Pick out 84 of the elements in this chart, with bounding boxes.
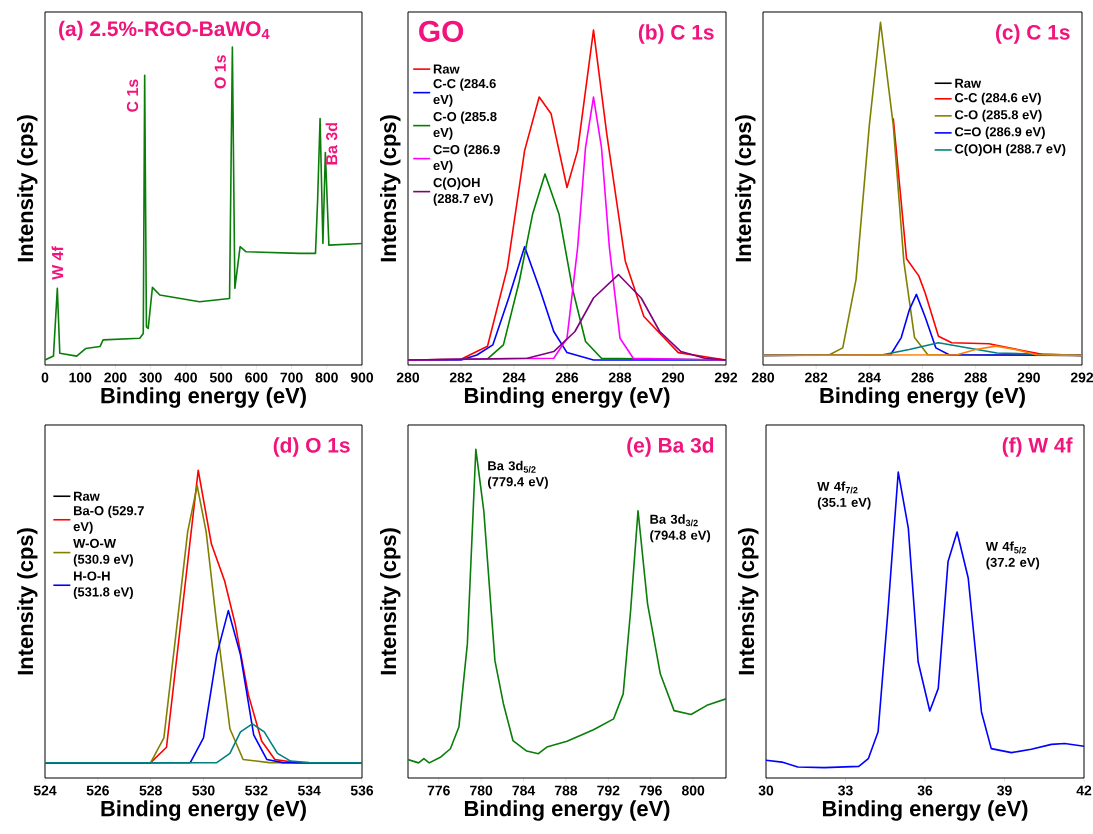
annotation: Ba 3d$_{3/2}$ (794.8 eV) (650, 514, 711, 543)
x-tick-label: 290 (1017, 372, 1040, 383)
x-tick-label: 600 (245, 372, 268, 383)
x-tick-label: 280 (751, 372, 775, 383)
chart-title: (b) C 1s (638, 24, 714, 44)
legend-label: C-C (284.6 eV) (954, 92, 1041, 105)
x-tick-label: 524 (33, 785, 57, 796)
annotation: Ba 3d$_{5/2}$ (779.4 eV) (488, 460, 548, 489)
y-axis-title: Intensity (cps) (380, 115, 401, 262)
x-tick-label: 292 (1070, 372, 1093, 383)
legend-label: W-O-W (530.9 eV) (73, 538, 133, 567)
x-axis-title: Binding energy (eV) (820, 387, 1025, 408)
x-tick-label: 780 (470, 785, 493, 796)
x-tick-label: 36 (917, 785, 933, 796)
x-tick-label: 288 (964, 372, 987, 383)
chart-title: (c) C 1s (995, 24, 1070, 44)
chart-title: (d) O 1s (273, 437, 350, 457)
x-tick-label: 42 (1076, 785, 1092, 796)
legend-label: C-O (285.8 eV) (954, 109, 1042, 122)
legend-label: C-C (284.6 eV) (433, 78, 496, 107)
x-tick-label: 800 (681, 785, 705, 796)
x-tick-label: 100 (69, 372, 92, 383)
x-tick-label: 286 (555, 372, 579, 383)
x-tick-label: 286 (911, 372, 934, 383)
x-tick-label: 800 (315, 372, 338, 383)
x-tick-label: 288 (608, 372, 632, 383)
x-tick-label: 300 (139, 372, 162, 383)
x-tick-label: 282 (449, 372, 473, 383)
y-axis-title: Intensity (cps) (17, 115, 38, 262)
x-axis-title: Binding energy (eV) (101, 387, 306, 408)
x-tick-label: 400 (174, 372, 197, 383)
annotation: Ba 3d (325, 123, 338, 165)
legend-label: Raw (74, 491, 100, 501)
y-axis-title: Intensity (cps) (380, 528, 401, 675)
chart-title: (e) Ba 3d (627, 437, 714, 457)
annotation: GO (419, 20, 464, 42)
x-tick-label: 526 (86, 785, 109, 796)
x-tick-label: 528 (139, 785, 162, 796)
chart-title: (a) 2.5%-RGO-BaWO$_{4}$ (59, 20, 270, 41)
legend-label: H-O-H (531.8 eV) (73, 571, 133, 600)
y-axis-title: Intensity (cps) (738, 528, 759, 675)
legend-label: Raw (955, 78, 982, 88)
y-axis-title: Intensity (cps) (735, 115, 756, 262)
x-tick-label: 284 (502, 372, 526, 383)
legend-label: Raw (433, 64, 460, 74)
x-tick-label: 500 (209, 372, 233, 383)
x-tick-label: 39 (997, 785, 1012, 796)
x-tick-label: 30 (758, 785, 774, 796)
legend-label: C=O (286.9 eV) (433, 144, 500, 173)
x-tick-label: 776 (427, 785, 450, 796)
legend-label: C(O)OH (288.7 eV) (954, 143, 1066, 156)
legend-label: C-O (285.8 eV) (433, 111, 497, 140)
y-axis-title: Intensity (cps) (17, 528, 38, 675)
x-axis-title: Binding energy (eV) (101, 800, 306, 821)
annotation: W 4f$_{5/2}$ (37.2 eV) (985, 541, 1040, 570)
chart-title: (f) W 4f (1002, 437, 1073, 457)
x-tick-label: 530 (192, 785, 215, 796)
annotation: O 1s (214, 55, 226, 89)
legend-label: Ba-O (529.7 eV) (73, 505, 144, 534)
x-axis-title: Binding energy (eV) (822, 800, 1028, 821)
annotation: C 1s (126, 79, 139, 112)
x-tick-label: 784 (512, 785, 536, 796)
x-tick-label: 292 (714, 372, 738, 383)
x-tick-label: 284 (858, 372, 881, 383)
x-tick-label: 290 (661, 372, 685, 383)
x-axis-title: Binding energy (eV) (464, 387, 670, 408)
x-tick-label: 0 (41, 372, 49, 383)
x-tick-label: 200 (104, 372, 127, 383)
x-tick-label: 33 (838, 785, 853, 796)
legend-label: C(O)OH (288.7 eV) (433, 177, 493, 206)
x-tick-label: 280 (396, 372, 420, 383)
x-tick-label: 700 (280, 372, 303, 383)
x-tick-label: 788 (554, 785, 578, 796)
x-tick-label: 534 (297, 785, 321, 796)
annotation: W 4f (51, 246, 64, 280)
x-tick-label: 532 (245, 785, 268, 796)
x-tick-label: 536 (350, 785, 374, 796)
x-axis-title: Binding energy (eV) (464, 800, 670, 821)
annotation: W 4f$_{7/2}$ (35.1 eV) (817, 481, 871, 510)
x-tick-label: 792 (597, 785, 620, 796)
x-tick-label: 796 (639, 785, 662, 796)
x-tick-label: 900 (350, 372, 374, 383)
legend-label: C=O (286.9 eV) (954, 126, 1045, 139)
x-tick-label: 282 (805, 372, 828, 383)
